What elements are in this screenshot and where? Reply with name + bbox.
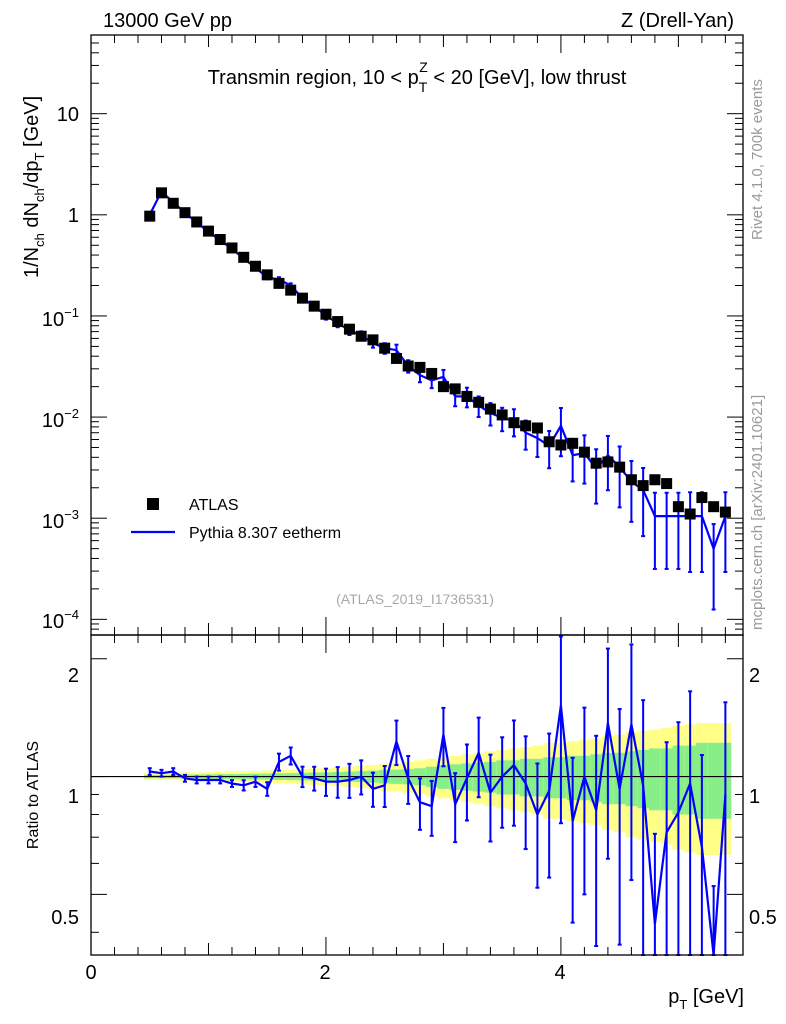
atlas-point (167, 197, 179, 209)
ratio-tick-label-1-right: 1 (749, 786, 760, 808)
atlas-point (308, 300, 320, 312)
atlas-point (449, 383, 461, 395)
legend-pythia-label: Pythia 8.307 eetherm (189, 525, 341, 542)
atlas-point (285, 284, 297, 296)
atlas-point (426, 367, 438, 379)
atlas-point (684, 508, 696, 520)
main-frame (90, 34, 744, 636)
ratio-band-inner (707, 742, 720, 819)
atlas-point (661, 478, 673, 490)
main-panel: Transmin region, 10 < pTZ < 20 [GeV], lo… (21, 34, 744, 636)
ratio-y-axis-title: Ratio to ATLAS (25, 741, 42, 849)
atlas-point (461, 390, 473, 402)
ratio-panel: Ratio to ATLAS 2 1 0.5 2 1 0.5 0 2 4 pT … (25, 634, 777, 1012)
atlas-point (590, 457, 602, 469)
atlas-point (555, 439, 567, 451)
y-tick-label-1: 1 (68, 205, 79, 227)
atlas-point (273, 277, 285, 289)
atlas-point (202, 225, 214, 237)
y-tick-label-10: 10 (57, 104, 79, 126)
atlas-point (696, 492, 708, 504)
y-tick-label-0.01: 10−2 (42, 406, 79, 432)
atlas-point (144, 210, 156, 222)
atlas-point (484, 403, 496, 415)
atlas-point (343, 323, 355, 335)
legend: ATLAS Pythia 8.307 eetherm (131, 497, 341, 542)
atlas-point (672, 501, 684, 513)
x-tick-label-0: 0 (85, 962, 96, 984)
atlas-point (191, 216, 203, 228)
atlas-series (144, 187, 731, 520)
atlas-point (708, 501, 720, 513)
atlas-point (402, 360, 414, 372)
rivet-version-label: Rivet 4.1.0, 700k events (749, 79, 766, 240)
header-final-state: Z (Drell-Yan) (621, 10, 734, 32)
atlas-point (637, 480, 649, 492)
atlas-point (578, 446, 590, 458)
atlas-point (249, 260, 261, 272)
x-tick-label-4: 4 (554, 962, 565, 984)
plot-title: Transmin region, 10 < pTZ < 20 [GeV], lo… (208, 59, 627, 95)
ratio-pythia-line (149, 705, 727, 956)
atlas-point (473, 396, 485, 408)
atlas-point (414, 361, 426, 373)
ratio-pythia-series (147, 635, 728, 956)
atlas-point (214, 234, 226, 246)
atlas-point (531, 422, 543, 434)
atlas-point (155, 187, 167, 199)
atlas-point (390, 352, 402, 364)
atlas-point (179, 207, 191, 219)
atlas-point (567, 437, 579, 449)
atlas-point (614, 461, 626, 473)
atlas-point (625, 474, 637, 486)
x-tick-label-2: 2 (319, 962, 330, 984)
atlas-point (649, 474, 661, 486)
atlas-point (320, 308, 332, 320)
atlas-point (719, 506, 731, 518)
main-axis-ticks (90, 34, 743, 636)
atlas-point (238, 251, 250, 263)
ratio-tick-label-0.5-right: 0.5 (749, 907, 777, 929)
atlas-point (296, 292, 308, 304)
legend-atlas-label: ATLAS (189, 497, 239, 514)
ratio-tick-label-2-right: 2 (749, 665, 760, 687)
mcplots-credit-label: mcplots.cern.ch [arXiv:2401.10621] (749, 395, 766, 630)
atlas-point (367, 334, 379, 346)
ratio-frame (90, 634, 744, 956)
atlas-point (508, 417, 520, 429)
atlas-point (520, 420, 532, 432)
legend-atlas-marker (147, 498, 159, 510)
header-process: 13000 GeV pp (103, 10, 232, 32)
atlas-point (355, 330, 367, 342)
main-y-axis-title: 1/Nch dNch/dpT [GeV] (21, 96, 47, 278)
analysis-reference: (ATLAS_2019_I1736531) (336, 591, 494, 607)
atlas-point (496, 409, 508, 421)
y-tick-label-0.001: 10−3 (42, 507, 79, 533)
atlas-point (543, 436, 555, 448)
atlas-point (226, 242, 238, 254)
atlas-point (437, 381, 449, 393)
atlas-point (379, 342, 391, 354)
atlas-point (602, 456, 614, 468)
ratio-tick-label-0.5-left: 0.5 (51, 907, 79, 929)
ratio-tick-label-1-left: 1 (68, 786, 79, 808)
ratio-tick-label-2-left: 2 (68, 665, 79, 687)
ratio-band-inner (649, 748, 661, 811)
x-axis-title: pT [GeV] (668, 986, 744, 1012)
y-tick-label-0.1: 10−1 (42, 305, 79, 331)
atlas-point (261, 269, 273, 281)
atlas-point (332, 316, 344, 328)
y-tick-label-0.0001: 10−4 (42, 607, 79, 633)
